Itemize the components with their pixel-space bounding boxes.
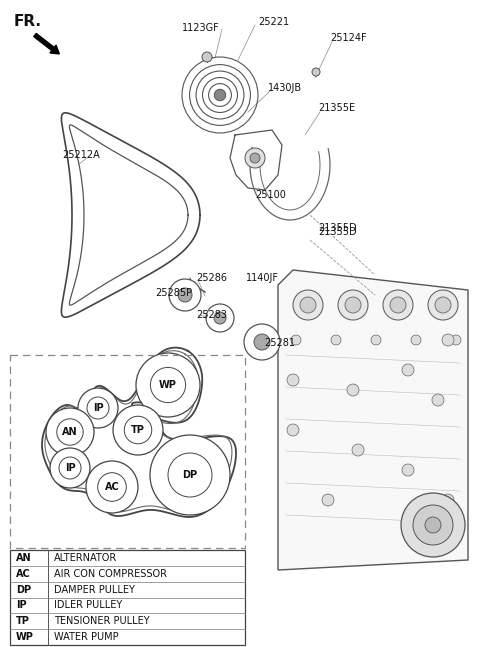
Text: 1430JB: 1430JB	[268, 83, 302, 93]
Circle shape	[250, 153, 260, 163]
Circle shape	[202, 52, 212, 62]
Text: IP: IP	[93, 403, 103, 413]
Text: 25212A: 25212A	[62, 150, 100, 160]
Circle shape	[338, 290, 368, 320]
Circle shape	[244, 324, 280, 360]
Circle shape	[169, 279, 201, 311]
Circle shape	[300, 297, 316, 313]
Circle shape	[411, 335, 421, 345]
Circle shape	[50, 448, 90, 488]
Circle shape	[287, 374, 299, 386]
Circle shape	[287, 424, 299, 436]
Text: DAMPER PULLEY: DAMPER PULLEY	[54, 585, 135, 595]
Text: 25281: 25281	[264, 338, 295, 348]
Circle shape	[442, 494, 454, 506]
Text: WATER PUMP: WATER PUMP	[54, 632, 119, 642]
Text: ALTERNATOR: ALTERNATOR	[54, 553, 117, 563]
Circle shape	[413, 505, 453, 545]
Circle shape	[432, 394, 444, 406]
Text: AC: AC	[16, 569, 31, 579]
Text: TP: TP	[131, 425, 145, 435]
Circle shape	[352, 444, 364, 456]
Circle shape	[214, 312, 226, 324]
Text: TP: TP	[16, 616, 30, 626]
Circle shape	[402, 464, 414, 476]
Bar	[10, 550, 245, 645]
Circle shape	[402, 364, 414, 376]
Circle shape	[150, 435, 230, 515]
Circle shape	[442, 334, 454, 346]
FancyArrow shape	[34, 34, 60, 54]
Text: 25286: 25286	[196, 273, 227, 283]
Text: IDLER PULLEY: IDLER PULLEY	[54, 600, 122, 610]
Circle shape	[331, 335, 341, 345]
Text: IP: IP	[16, 600, 26, 610]
Circle shape	[254, 334, 270, 350]
Text: 21355D: 21355D	[318, 227, 357, 237]
Circle shape	[345, 297, 361, 313]
Circle shape	[136, 353, 200, 417]
Circle shape	[371, 335, 381, 345]
Circle shape	[390, 297, 406, 313]
Circle shape	[428, 290, 458, 320]
Circle shape	[383, 290, 413, 320]
Circle shape	[113, 405, 163, 455]
Text: 1123GF: 1123GF	[182, 23, 220, 33]
Polygon shape	[278, 270, 468, 570]
Text: DP: DP	[182, 470, 198, 480]
Circle shape	[312, 68, 320, 76]
Text: WP: WP	[16, 632, 34, 642]
Circle shape	[425, 517, 441, 533]
Text: AC: AC	[105, 482, 120, 492]
Circle shape	[86, 461, 138, 513]
Text: 25285P: 25285P	[155, 288, 192, 298]
Circle shape	[245, 148, 265, 168]
Circle shape	[46, 408, 94, 456]
Circle shape	[451, 335, 461, 345]
Text: 1140JF: 1140JF	[246, 273, 279, 283]
Text: 25283: 25283	[196, 310, 227, 320]
Circle shape	[347, 384, 359, 396]
Circle shape	[322, 494, 334, 506]
Circle shape	[435, 297, 451, 313]
Circle shape	[401, 493, 465, 557]
Text: AIR CON COMPRESSOR: AIR CON COMPRESSOR	[54, 569, 167, 579]
Text: WP: WP	[159, 380, 177, 390]
Circle shape	[291, 335, 301, 345]
Circle shape	[293, 290, 323, 320]
Text: 21355D: 21355D	[318, 223, 357, 233]
Circle shape	[78, 388, 118, 428]
Circle shape	[178, 288, 192, 302]
Text: 25100: 25100	[255, 190, 286, 200]
Text: DP: DP	[16, 585, 31, 595]
Bar	[10, 355, 245, 548]
Text: IP: IP	[65, 463, 75, 473]
Circle shape	[214, 89, 226, 101]
Text: FR.: FR.	[14, 14, 42, 30]
Text: AN: AN	[16, 553, 32, 563]
Text: TENSIONER PULLEY: TENSIONER PULLEY	[54, 616, 150, 626]
Text: 25124F: 25124F	[330, 33, 367, 43]
Text: AN: AN	[62, 427, 78, 437]
Circle shape	[206, 304, 234, 332]
Text: 25221: 25221	[258, 17, 289, 27]
Text: 21355E: 21355E	[318, 103, 355, 113]
